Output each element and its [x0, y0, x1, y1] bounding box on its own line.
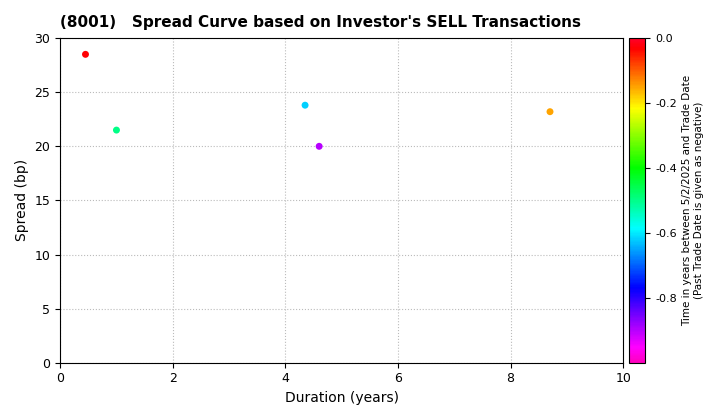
- Point: [300, 102, 311, 108]
- Point: [111, 127, 122, 134]
- Point: [544, 108, 556, 115]
- Y-axis label: Time in years between 5/2/2025 and Trade Date
(Past Trade Date is given as negat: Time in years between 5/2/2025 and Trade…: [683, 75, 704, 326]
- Y-axis label: Spread (bp): Spread (bp): [15, 159, 29, 242]
- X-axis label: Duration (years): Duration (years): [284, 391, 399, 405]
- Point: [80, 51, 91, 58]
- Text: (8001)   Spread Curve based on Investor's SELL Transactions: (8001) Spread Curve based on Investor's …: [60, 15, 581, 30]
- Point: [313, 143, 325, 150]
